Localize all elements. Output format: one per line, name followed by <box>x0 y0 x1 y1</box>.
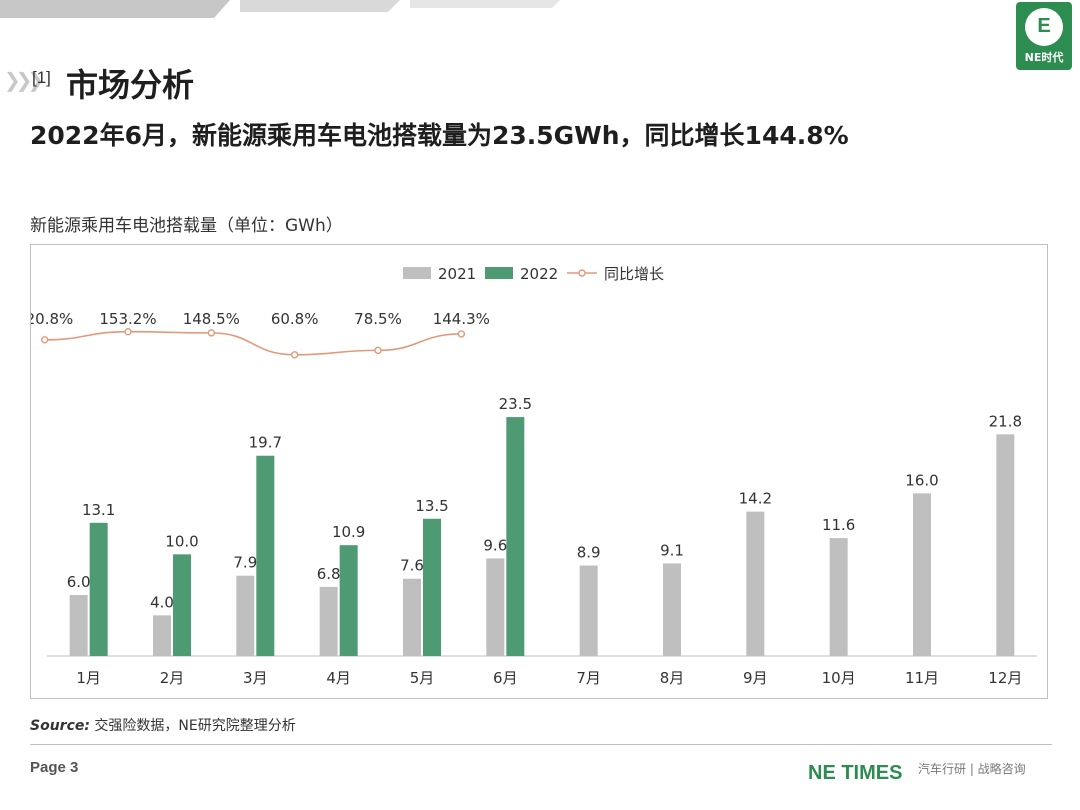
x-tick-label: 3月 <box>243 669 268 687</box>
data-label-2021-3: 7.9 <box>233 554 257 572</box>
bar-2022-2 <box>173 554 191 656</box>
logo-mark: E <box>1025 7 1063 46</box>
section-number: [1] <box>32 68 51 87</box>
source-note: Source: 交强险数据，NE研究院整理分析 <box>30 715 296 735</box>
watermark-label: 汽车行研 | 战略咨询 <box>918 762 1026 776</box>
bar-2021-4 <box>319 586 338 656</box>
bar-2021-10 <box>829 538 848 656</box>
x-tick-label: 7月 <box>576 669 601 687</box>
growth-label-5: 78.5% <box>354 310 402 328</box>
bar-2022-6 <box>506 417 525 656</box>
data-label-2021-10: 11.6 <box>822 516 855 534</box>
x-tick-label: 9月 <box>743 669 768 687</box>
bar-2021-3 <box>236 575 255 656</box>
top-decoration <box>0 0 560 18</box>
brand-name: NE TIMES <box>808 762 903 784</box>
bar-2022-5 <box>423 518 441 656</box>
headline: 2022年6月，新能源乘用车电池搭载量为23.5GWh，同比增长144.8% <box>30 121 849 150</box>
data-label-2021-12: 21.8 <box>989 412 1022 430</box>
data-label-2022-4: 10.9 <box>332 523 365 541</box>
legend-marker-growth <box>578 269 586 277</box>
growth-point-1 <box>40 336 49 344</box>
x-tick-label: 2月 <box>160 669 185 687</box>
growth-label-6: 144.3% <box>433 310 490 328</box>
legend-label-2021: 2021 <box>438 265 476 283</box>
source-label: Source: <box>30 718 90 734</box>
chart-frame: 6.0 13.1 1月 4.0 10.0 2月 7.9 19.7 3月 6.8 10.9 4月 7.6 1… <box>30 244 1048 699</box>
data-label-2021-1: 6.0 <box>67 573 91 591</box>
data-label-2021-9: 14.2 <box>739 490 772 508</box>
bar-2021-6 <box>486 558 505 656</box>
x-tick-label: 11月 <box>905 669 939 687</box>
legend-swatch-2021 <box>403 267 431 279</box>
data-label-2022-3: 19.7 <box>249 434 282 452</box>
x-tick-label: 6月 <box>493 669 518 687</box>
data-label-2021-11: 16.0 <box>905 471 938 489</box>
x-tick-label: 1月 <box>76 669 101 687</box>
growth-point-6 <box>457 330 466 338</box>
data-label-2022-5: 13.5 <box>415 497 448 515</box>
growth-label-4: 60.8% <box>271 310 319 328</box>
battery-installation-chart: 6.0 13.1 1月 4.0 10.0 2月 7.9 19.7 3月 6.8 10.9 4月 7.6 1… <box>31 265 1037 687</box>
data-label-2022-6: 23.5 <box>499 395 532 413</box>
bar-2022-3 <box>256 455 275 656</box>
data-label-2021-6: 9.6 <box>483 536 507 554</box>
x-tick-label: 10月 <box>822 669 856 687</box>
data-label-2021-4: 6.8 <box>317 565 341 583</box>
growth-point-4 <box>290 351 299 359</box>
bar-2021-2 <box>153 615 171 656</box>
x-tick-label: 12月 <box>988 669 1022 687</box>
x-tick-label: 8月 <box>660 669 685 687</box>
data-label-2022-1: 13.1 <box>82 501 115 519</box>
growth-label-3: 148.5% <box>183 310 240 328</box>
bar-2021-8 <box>663 563 681 656</box>
growth-point-2 <box>124 327 132 336</box>
bar-2021-9 <box>746 511 765 656</box>
bar-2022-1 <box>89 522 108 656</box>
data-label-2022-2: 10.0 <box>165 532 198 550</box>
growth-point-3 <box>207 329 216 337</box>
growth-line <box>44 330 462 356</box>
chart-title: 新能源乘用车电池搭载量（单位：GWh） <box>30 216 343 236</box>
data-label-2021-7: 8.9 <box>577 544 601 562</box>
ne-logo: E NE时代 <box>1016 2 1072 70</box>
x-tick-label: 5月 <box>410 669 435 687</box>
legend-swatch-2022 <box>485 267 513 279</box>
bar-2021-1 <box>69 595 88 656</box>
bar-2021-5 <box>403 578 421 656</box>
bar-2021-11 <box>913 493 931 656</box>
footer-divider <box>30 744 1052 745</box>
chevrons-icon: ❯❯❯ <box>4 68 44 92</box>
x-tick-label: 4月 <box>326 669 351 687</box>
section-title: 市场分析 <box>66 66 195 104</box>
data-label-2021-2: 4.0 <box>150 593 174 611</box>
data-label-2021-8: 9.1 <box>660 541 684 559</box>
bar-2021-12 <box>996 434 1015 656</box>
bar-2022-4 <box>339 545 358 656</box>
page-number: Page 3 <box>30 759 79 776</box>
logo-text: NE时代 <box>1024 50 1064 64</box>
source-text: 交强险数据，NE研究院整理分析 <box>89 718 296 734</box>
growth-point-5 <box>374 346 382 355</box>
growth-label-1: 120.8% <box>31 310 73 328</box>
legend-label-growth: 同比增长 <box>604 265 664 283</box>
legend-label-2022: 2022 <box>520 265 558 283</box>
bar-2021-7 <box>579 565 598 656</box>
growth-label-2: 153.2% <box>99 310 156 328</box>
data-label-2021-5: 7.6 <box>400 557 424 575</box>
